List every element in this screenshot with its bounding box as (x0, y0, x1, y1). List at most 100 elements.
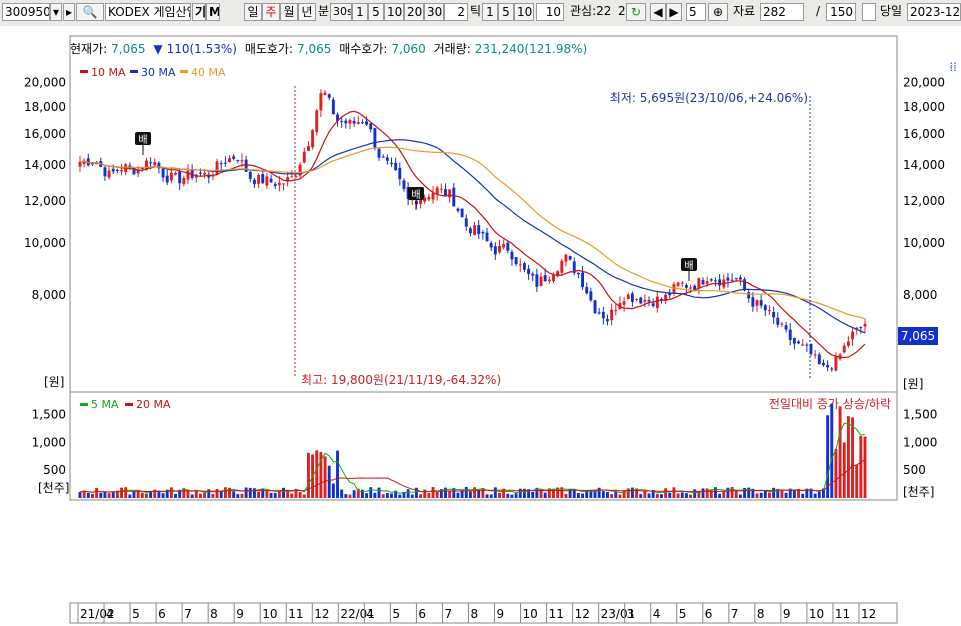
candle-body (801, 344, 805, 346)
volume-bar (626, 488, 630, 498)
volume-bar (547, 488, 551, 498)
date-axis (69, 602, 898, 624)
candle-body (597, 312, 601, 314)
candle-body (336, 114, 339, 121)
candle-body (452, 187, 456, 207)
down-arrow-icon: ▼ (153, 42, 163, 56)
candle-body (643, 299, 647, 302)
candle-body (365, 121, 369, 125)
volume-ma-line (79, 422, 866, 494)
candle-body (734, 277, 738, 280)
candle-body (680, 282, 684, 284)
candle-body (809, 343, 813, 354)
candle-body (394, 162, 398, 171)
volume-bar (581, 493, 585, 498)
volume-bar (298, 491, 302, 498)
candle-body (585, 287, 589, 294)
tick-10-button[interactable]: 10 (514, 3, 534, 21)
step-input[interactable]: 5 (686, 3, 706, 21)
tick-input[interactable]: 2 (444, 3, 468, 21)
same-day-checkbox[interactable] (862, 3, 876, 21)
candle-body (145, 160, 148, 171)
volume-bar (385, 492, 389, 498)
minute-20-button[interactable]: 20 (404, 3, 424, 21)
volume-bar (776, 489, 780, 498)
price-tick-label-left: 12,000 (24, 194, 66, 208)
period-setting-icon[interactable]: 기 (192, 3, 206, 21)
price-volume-chart[interactable]: 8,000 8,000 10,000 10,000 12,000 12,000 14,000… (0, 26, 961, 626)
zoom-icon[interactable]: ⊕ (708, 3, 728, 21)
stock-name-field[interactable]: KODEX 게임산업 (105, 3, 191, 21)
period-month-button[interactable]: 월 (280, 3, 298, 21)
minute-30-button[interactable]: 30 (424, 3, 444, 21)
next-icon[interactable]: ▶ (666, 3, 682, 21)
tick-5-button[interactable]: 5 (498, 3, 514, 21)
candle-body (423, 197, 427, 202)
date-tick-label: 10 (523, 607, 538, 621)
volume-bar (340, 489, 344, 498)
volume-bar (817, 491, 821, 498)
candle-body (257, 174, 261, 184)
volume-bar (630, 487, 634, 498)
candle-body (385, 157, 389, 161)
date-tick-label: 9 (783, 607, 791, 621)
volume-bar (618, 494, 622, 498)
moving-average-line (79, 146, 866, 320)
volume-bar (822, 488, 825, 498)
search-icon[interactable]: 🔍 (76, 3, 104, 21)
volume-bar (481, 488, 485, 498)
candle-body (460, 208, 464, 218)
tick-custom-input[interactable]: 10 (536, 3, 564, 21)
volume-bar (273, 492, 277, 498)
memo-icon[interactable]: M (206, 3, 220, 21)
candle-body (743, 279, 747, 291)
candle-body (601, 311, 605, 319)
candle-body (219, 163, 223, 165)
volume-bar (485, 494, 489, 498)
candle-body (186, 170, 190, 180)
volume-bar (182, 488, 186, 498)
price-tick-label-left: 20,000 (24, 75, 66, 89)
volume-bar (398, 494, 402, 498)
total-input[interactable]: 150 (826, 3, 856, 21)
data-count-select[interactable]: 282 (760, 3, 804, 21)
candle-body (82, 160, 86, 165)
volume-bar (248, 487, 252, 498)
minute-10-button[interactable]: 10 (384, 3, 404, 21)
minute-5-button[interactable]: 5 (368, 3, 384, 21)
date-tick-label: 5 (132, 607, 140, 621)
refresh-icon[interactable]: ↻ (626, 3, 646, 21)
candle-body (630, 293, 634, 302)
period-year-button[interactable]: 년 (298, 3, 316, 21)
date-tick-label: 12 (575, 607, 590, 621)
expand-panel-icon[interactable]: ⁞⁞ (949, 60, 957, 74)
candle-body (763, 305, 767, 311)
ma-legend-swatch (180, 70, 188, 73)
minute-1-button[interactable]: 1 (352, 3, 368, 21)
candle-body (248, 171, 252, 179)
candle-body (91, 163, 94, 165)
minute-30s-button[interactable]: 30s (330, 3, 352, 21)
date-tick-label: 11 (549, 607, 564, 621)
candle-body (174, 172, 177, 175)
chart-area[interactable]: 8,000 8,000 10,000 10,000 12,000 12,000 14,000… (0, 26, 961, 626)
candle-body (788, 329, 792, 340)
period-day-button[interactable]: 일 (244, 3, 262, 21)
date-input[interactable]: 2023-12- (907, 3, 961, 21)
period-week-button[interactable]: 주 (262, 3, 280, 21)
volume-bar (103, 491, 107, 498)
minute-label: 분 (318, 4, 330, 18)
volume-bar (510, 494, 514, 498)
volume-bar (863, 436, 867, 498)
prev-icon[interactable]: ◀ (650, 3, 666, 21)
candle-body (846, 341, 850, 346)
volume-bar (460, 490, 464, 498)
volume-bar (597, 487, 601, 498)
code-dropdown-icon[interactable]: ▾ (50, 3, 62, 21)
code-input[interactable]: 300950 (2, 3, 50, 21)
price-unit-right: [원] (903, 377, 923, 391)
next-arrow-icon[interactable]: ▸ (63, 3, 75, 21)
volume-bar (302, 494, 306, 498)
bid-label: 매수호가: (339, 42, 388, 56)
tick-1-button[interactable]: 1 (482, 3, 498, 21)
